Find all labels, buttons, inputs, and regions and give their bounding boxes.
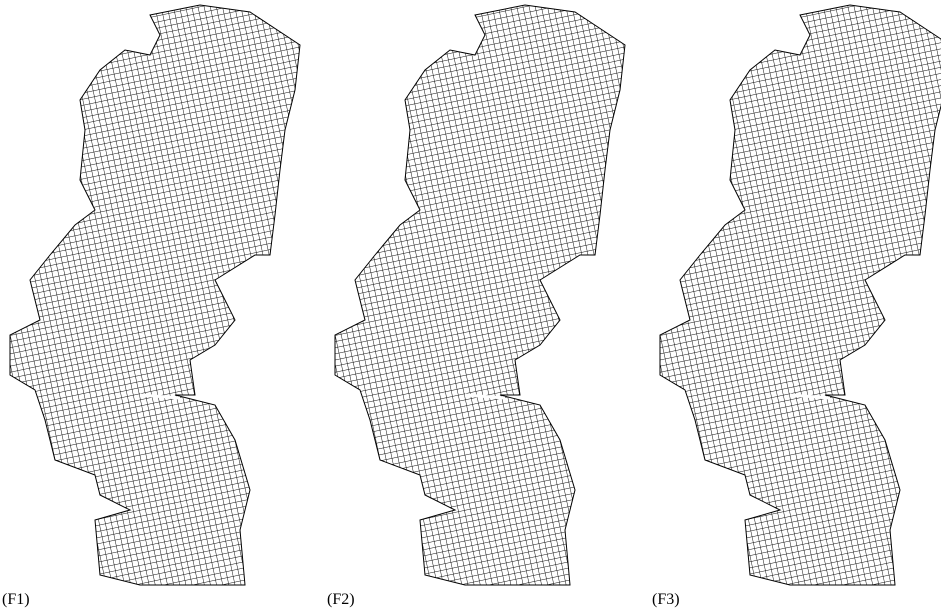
mesh xyxy=(335,5,625,585)
mesh-panel: (F1) xyxy=(2,5,300,608)
mesh xyxy=(10,5,300,585)
figure: (F1) (F2) (F3) xyxy=(0,0,941,614)
panel-label: (F2) xyxy=(327,591,355,608)
mesh-panel: (F2) xyxy=(327,5,625,608)
mesh xyxy=(660,5,941,585)
mesh-panel: (F3) xyxy=(652,5,941,608)
panel-label: (F1) xyxy=(2,591,30,608)
panel-label: (F3) xyxy=(652,591,680,608)
